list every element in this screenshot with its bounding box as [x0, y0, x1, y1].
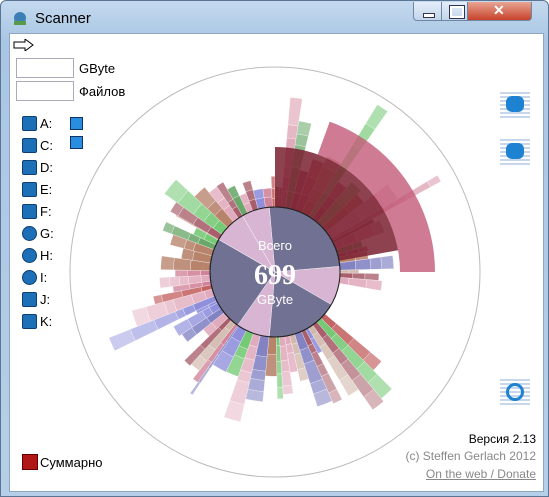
drive-icon[interactable] [22, 138, 37, 153]
web-link[interactable]: On the web / Donate [425, 467, 536, 481]
sunburst-segment [179, 276, 190, 286]
sunburst-segment [131, 306, 151, 327]
maximize-button[interactable] [441, 2, 468, 21]
center-unit: GByte [257, 292, 293, 307]
drive-label[interactable]: A: [40, 116, 53, 131]
sunburst-segment [296, 120, 312, 137]
files-field [16, 81, 74, 101]
drive-icon[interactable] [22, 270, 37, 285]
drive-label[interactable]: G: [40, 226, 54, 241]
size-unit: GByte [79, 61, 116, 76]
sunburst-segment [380, 255, 394, 270]
center-ring [209, 206, 341, 338]
drive-label[interactable]: C: [40, 138, 53, 153]
sunburst-segment [227, 185, 240, 200]
copyright: (c) Steffen Gerlach 2012 [405, 449, 536, 463]
collapse-button[interactable] [70, 136, 83, 149]
drive-icon[interactable] [22, 160, 37, 175]
sunburst-segment [271, 176, 276, 189]
sunburst-segment [173, 318, 193, 337]
sunburst-segment [160, 255, 175, 271]
window-title: Scanner [35, 10, 91, 27]
sunburst-segment [200, 270, 211, 276]
drive-icon[interactable] [22, 204, 37, 219]
minimize-button[interactable] [413, 2, 442, 21]
sunburst-segment [427, 175, 442, 188]
sunburst-segment [276, 386, 284, 400]
sunburst-segment [187, 270, 201, 277]
drive-label[interactable]: J: [40, 292, 51, 307]
sunburst-segment [174, 269, 188, 278]
sunburst-segment [276, 361, 282, 375]
sunburst-segment [276, 336, 281, 346]
drive-label[interactable]: E: [40, 182, 53, 197]
sunburst-segment [339, 269, 349, 274]
sunburst-segment [275, 147, 399, 261]
close-button[interactable]: ✕ [467, 2, 532, 21]
center-value: 699 [254, 260, 296, 291]
sunburst-segment [313, 388, 333, 407]
scan-button[interactable] [500, 90, 530, 120]
delete-button[interactable] [500, 137, 530, 167]
client-area: GByte Файлов A: C: D: E: F: G: H: I: J: K: Всего 6… [9, 33, 544, 492]
sunburst-segment [159, 277, 171, 289]
refresh-button[interactable] [500, 377, 530, 407]
expand-arrow[interactable] [13, 39, 35, 51]
sunburst-segment [169, 276, 181, 287]
app-icon [14, 12, 26, 25]
drive-label[interactable]: D: [40, 160, 53, 175]
center-label: Всего [258, 238, 292, 253]
sunburst-segment [164, 179, 189, 204]
files-label: Файлов [79, 84, 126, 99]
sunburst-segment [153, 294, 164, 305]
sunburst-segment [200, 275, 211, 283]
sunburst-segment [317, 121, 435, 273]
size-field [16, 58, 74, 78]
drive-icon[interactable] [22, 226, 37, 241]
sunburst-segment [262, 187, 273, 198]
sunburst-segment [223, 400, 245, 423]
sunburst-segment [271, 188, 276, 199]
sunburst-segment [354, 258, 372, 270]
legend-swatch [22, 454, 38, 470]
drive-label[interactable]: K: [40, 314, 53, 329]
sunburst-segment [348, 269, 359, 274]
drive-icon[interactable] [22, 314, 37, 329]
sunburst-segment [363, 389, 384, 410]
sunburst-segment [108, 329, 136, 352]
drive-icon[interactable] [22, 116, 37, 131]
sunburst-segment [369, 256, 382, 270]
sunburst-segment [365, 279, 383, 291]
sunburst-segment [271, 198, 276, 208]
expand-button[interactable] [70, 117, 83, 130]
sunburst-segment [184, 344, 206, 366]
version: Версия 2.13 [468, 432, 536, 446]
sunburst-segment [276, 373, 283, 388]
sunburst-segment [282, 384, 294, 395]
drive-label[interactable]: H: [40, 248, 53, 263]
drive-label[interactable]: I: [40, 270, 48, 285]
drive-label[interactable]: F: [40, 204, 52, 219]
sunburst-segment [162, 221, 175, 235]
drive-icon[interactable] [22, 182, 37, 197]
sunburst-segment [280, 359, 291, 373]
sunburst-segment [339, 374, 359, 397]
legend-label: Суммарно [40, 455, 103, 470]
sunburst-segment [242, 180, 254, 192]
sunburst-segment [263, 196, 273, 208]
sunburst-segment [365, 104, 388, 130]
drive-icon[interactable] [22, 292, 37, 307]
drive-icon[interactable] [22, 248, 37, 263]
